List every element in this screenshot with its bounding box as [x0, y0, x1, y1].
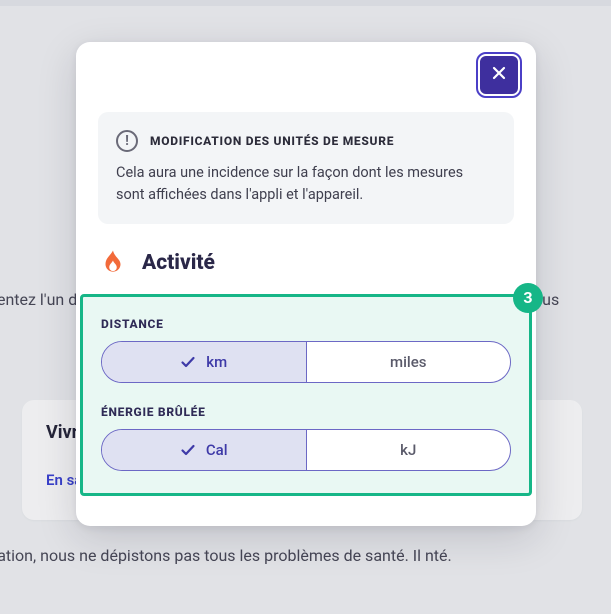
option-label: kJ	[400, 441, 416, 459]
distance-group: DISTANCE km miles	[101, 317, 511, 383]
distance-option-km[interactable]: km	[102, 342, 307, 382]
option-label: Cal	[206, 441, 228, 459]
notice-box: ! MODIFICATION DES UNITÉS DE MESURE Cela…	[98, 112, 514, 224]
notice-header: ! MODIFICATION DES UNITÉS DE MESURE	[116, 130, 494, 152]
highlight-box: 3 DISTANCE km miles	[80, 294, 532, 496]
energy-option-kj[interactable]: kJ	[307, 430, 511, 470]
alert-icon: !	[116, 130, 138, 152]
close-button[interactable]	[480, 56, 518, 94]
close-icon	[491, 65, 507, 85]
option-label: km	[206, 353, 227, 371]
distance-segmented: km miles	[101, 341, 511, 383]
energy-option-cal[interactable]: Cal	[102, 430, 307, 470]
activity-section: Activité 3 DISTANCE km	[98, 248, 514, 496]
option-label: miles	[390, 353, 426, 371]
page-background: ider à établir si vous présentez l'un de…	[0, 0, 611, 614]
energy-group: ÉNERGIE BRÛLÉE Cal kJ	[101, 405, 511, 471]
flame-icon	[98, 248, 128, 278]
notice-title: MODIFICATION DES UNITÉS DE MESURE	[150, 134, 394, 148]
distance-label: DISTANCE	[101, 317, 511, 331]
section-header: Activité	[98, 248, 514, 278]
energy-label: ÉNERGIE BRÛLÉE	[101, 405, 511, 419]
check-icon	[180, 442, 196, 458]
units-modal: ! MODIFICATION DES UNITÉS DE MESURE Cela…	[76, 42, 536, 526]
check-icon	[180, 354, 196, 370]
notice-body: Cela aura une incidence sur la façon don…	[116, 162, 494, 206]
energy-segmented: Cal kJ	[101, 429, 511, 471]
distance-option-miles[interactable]: miles	[307, 342, 511, 382]
step-badge: 3	[513, 283, 543, 313]
section-title: Activité	[142, 251, 215, 275]
